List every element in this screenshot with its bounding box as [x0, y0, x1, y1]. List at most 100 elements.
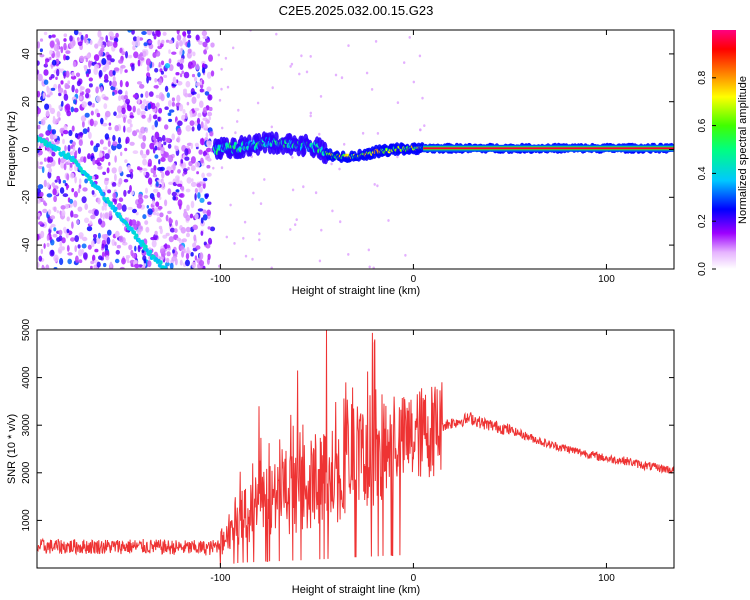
spectrogram-noise-cell [40, 248, 43, 255]
spectrogram-noise-cell [166, 166, 172, 172]
spectrogram-noise-cell [157, 205, 163, 210]
spectrogram-noise-cell [43, 116, 48, 121]
spectrogram-noise-cell [37, 90, 41, 98]
spectrogram-noise-cell [202, 214, 208, 221]
spectrogram-noise-cell [365, 71, 369, 75]
spectrogram-noise-cell [102, 171, 106, 175]
spectrogram-noise-cell [100, 117, 104, 125]
spectrogram-noise-cell [125, 81, 129, 88]
spectrogram-noise-cell [76, 80, 81, 87]
spectrogram-noise-cell [191, 91, 197, 95]
spectrogram-noise-cell [177, 127, 182, 136]
spectrogram-noise-cell [204, 194, 209, 200]
spectrogram-noise-cell [55, 59, 60, 65]
spectrogram-noise-cell [45, 130, 51, 136]
spectrogram-noise-cell [137, 59, 141, 67]
spectrogram-noise-cell [186, 246, 190, 254]
spectrogram-noise-cell [145, 226, 150, 233]
spectrogram-noise-cell [123, 125, 126, 133]
spectrogram-noise-cell [113, 111, 117, 116]
spectrogram-noise-cell [197, 208, 204, 212]
spectrogram-noise-cell [47, 156, 54, 163]
spectrogram-noise-cell [198, 149, 203, 155]
colorbar-ticks: 0.0 0.2 0.4 0.6 0.8 [697, 70, 716, 276]
spectrogram-noise-cell [210, 42, 215, 48]
spectrogram-noise-cell [74, 176, 77, 184]
spectrogram-noise-cell [77, 206, 83, 212]
spectrogram-noise-cell [62, 180, 67, 184]
spectrogram-noise-cell [107, 140, 111, 148]
spectrogram-noise-cell [204, 91, 210, 96]
spectrogram-noise-cell [370, 88, 374, 91]
spectrogram-noise-cell [56, 68, 60, 77]
spectrogram-noise-cell [80, 115, 87, 122]
snr-ytick-label: 2000 [21, 461, 32, 484]
spectrogram-noise-cell [124, 69, 128, 73]
spectrogram-noise-cell [88, 60, 91, 68]
spectrogram-noise-cell [126, 126, 132, 133]
spectrogram-noise-cell [220, 67, 223, 71]
spectrogram-noise-cell [73, 99, 77, 105]
spectrogram-noise-cell [39, 54, 45, 58]
spectrogram-noise-cell [232, 46, 235, 50]
spectrogram-noise-cell [200, 217, 204, 224]
spectrogram-noise-cell [40, 230, 45, 239]
spectrogram-noise-cell [176, 81, 183, 86]
spectrogram-noise-cell [95, 95, 101, 103]
descending-track-cell [148, 249, 153, 254]
spectrogram-noise-cell [201, 30, 208, 37]
spectrogram-noise-cell [218, 264, 221, 268]
spectrogram-noise-cell [152, 174, 158, 178]
spectrogram-noise-cell [62, 193, 69, 198]
spectrogram-noise-cell [92, 254, 96, 262]
spectrogram-noise-cell [96, 261, 101, 268]
snr-axes: -100 0 100 1000 2000 3000 4000 5000 [21, 318, 674, 584]
spectrogram-noise-cell [113, 67, 120, 72]
spectrogram-noise-cell [200, 121, 204, 129]
spectrogram-noise-cell [107, 229, 112, 236]
spectrogram-noise-cell [145, 127, 149, 134]
spectrogram-noise-cell [142, 50, 147, 57]
spectrogram-noise-cell [206, 209, 211, 217]
spectrogram-noise-cell [157, 116, 161, 122]
spectrogram-noise-cell [49, 133, 55, 140]
spectrogram-noise-cell [167, 154, 174, 163]
spectrogram-noise-cell [184, 148, 189, 156]
spectrogram-noise-cell [71, 221, 74, 229]
spectrogram-noise-cell [106, 54, 112, 61]
spectrogram-noise-cell [58, 157, 61, 165]
spectrogram-noise-cell [367, 248, 370, 252]
snr-ytick-label: 4000 [21, 366, 32, 389]
spectrogram-noise-cell [177, 169, 181, 174]
spectrogram-xlabel: Height of straight line (km) [292, 285, 420, 297]
spectrogram-noise-cell [87, 153, 91, 160]
spectrogram-noise-cell [156, 212, 160, 217]
spectrogram-noise-cell [187, 48, 192, 54]
spectrogram-noise-cell [70, 75, 77, 80]
spectrogram-noise-cell [84, 178, 88, 184]
spectrogram-noise-cell [65, 103, 71, 111]
spectrogram-noise-cell [172, 249, 175, 254]
spectrogram-noise-cell [66, 244, 70, 252]
spectrogram-noise-cell [74, 235, 79, 243]
spectrogram-noise-cell [157, 39, 161, 47]
spectrogram-noise-cell [421, 96, 424, 100]
spectrogram-noise-cell [85, 88, 91, 94]
spectrogram-noise-cell [71, 188, 75, 193]
spectrogram-noise-cell [152, 212, 157, 216]
spectrogram-noise-cell [204, 121, 208, 129]
spectrogram-noise-cell [45, 264, 50, 269]
spectrogram-noise-cell [151, 240, 157, 248]
spectrogram-noise-cell [43, 179, 47, 188]
spectrogram-noise-cell [209, 226, 216, 232]
spectrogram-noise-cell [98, 218, 102, 225]
spectrogram-noise-cell [63, 33, 68, 38]
spectrogram-noise-cell [171, 51, 177, 55]
spectrogram-noise-cell [159, 212, 164, 218]
spectrogram-noise-cell [256, 101, 260, 105]
spectrogram-noise-cell [97, 165, 103, 170]
spectrogram-noise-cell [51, 129, 57, 135]
spectrogram-ytick-label: -20 [21, 190, 32, 205]
spectrogram-noise-cell [120, 151, 123, 157]
spectrogram-noise-cell [86, 226, 93, 232]
